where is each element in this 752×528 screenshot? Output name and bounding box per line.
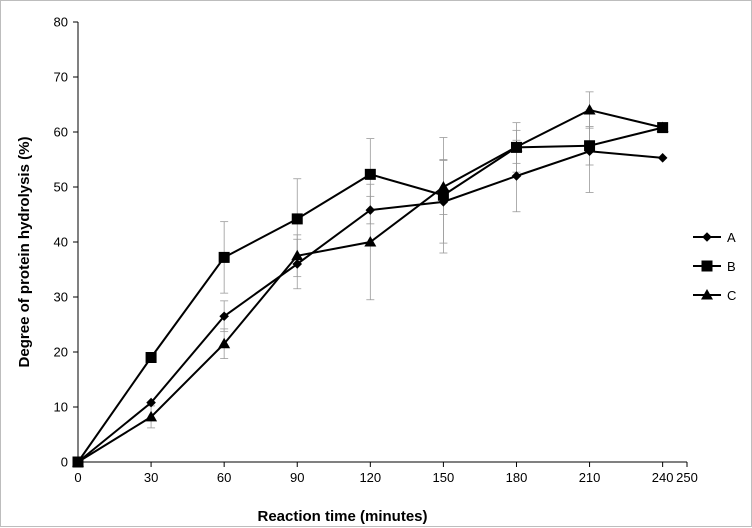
tick-labels: 0 30 60 90 120 150 180 210 240 250 0 10 20 30 40 50 60 70… xyxy=(54,15,698,486)
data-point-c xyxy=(145,410,158,422)
data-point-a xyxy=(292,259,303,269)
y-tick-label: 30 xyxy=(54,290,68,305)
legend-marker-c xyxy=(701,289,713,300)
data-point-c xyxy=(656,121,669,133)
x-tick-label: 120 xyxy=(359,470,381,485)
legend-label-a: A xyxy=(727,230,736,245)
data-point-c xyxy=(218,337,231,349)
data-point-b xyxy=(291,213,303,225)
data-point-b xyxy=(218,251,230,263)
data-point-c xyxy=(291,249,304,261)
legend: ABC xyxy=(693,230,736,303)
y-tick-label: 70 xyxy=(54,70,68,85)
x-tick-label: 0 xyxy=(74,470,81,485)
y-tick-label: 20 xyxy=(54,345,68,360)
y-tick-label: 50 xyxy=(54,180,68,195)
x-tick-label: 210 xyxy=(579,470,601,485)
x-tick-label: 30 xyxy=(144,470,158,485)
x-axis-title: Reaction time (minutes) xyxy=(257,508,427,525)
y-tick-label: 60 xyxy=(54,125,68,140)
x-tick-label: 250 xyxy=(676,470,698,485)
data-point-c xyxy=(583,104,596,115)
legend-marker-b xyxy=(701,260,713,272)
data-point-a xyxy=(657,153,668,163)
data-point-a xyxy=(146,397,156,408)
y-axis-title: Degree of protein hydrolysis (%) xyxy=(16,137,33,368)
y-tick-label: 10 xyxy=(54,400,68,415)
legend-label-c: C xyxy=(727,288,736,303)
data-point-a xyxy=(219,311,229,322)
x-tick-label: 150 xyxy=(433,470,455,485)
data-point-a xyxy=(365,205,376,215)
x-tick-label: 240 xyxy=(652,470,674,485)
data-point-c xyxy=(364,236,377,247)
data-point-a xyxy=(438,197,449,207)
data-point-c xyxy=(510,140,523,152)
x-tick-label: 180 xyxy=(506,470,528,485)
legend-label-b: B xyxy=(727,259,736,274)
data-point-c xyxy=(437,181,450,192)
data-point-b xyxy=(437,189,449,201)
data-point-b xyxy=(145,352,157,363)
data-point-a xyxy=(511,171,522,181)
axes xyxy=(73,21,688,467)
y-tick-label: 40 xyxy=(54,235,68,250)
legend-marker-a xyxy=(702,232,712,242)
data-point-b xyxy=(364,168,376,180)
x-tick-label: 90 xyxy=(290,470,304,485)
y-tick-label: 0 xyxy=(61,455,68,470)
x-tick-label: 60 xyxy=(217,470,231,485)
y-tick-label: 80 xyxy=(54,15,68,30)
data-point-b xyxy=(584,140,596,152)
